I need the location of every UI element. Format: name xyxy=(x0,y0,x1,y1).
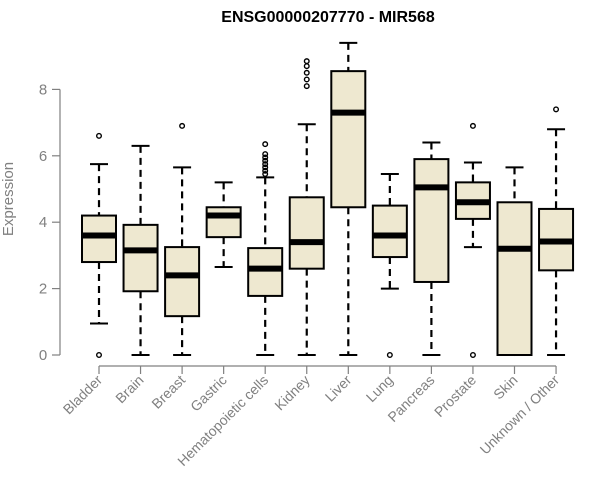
outlier-point xyxy=(553,106,560,113)
x-tick-label: Unknown / Other xyxy=(477,372,563,458)
outlier-point xyxy=(303,76,310,83)
outlier-point xyxy=(95,352,102,359)
outlier-point xyxy=(262,151,269,158)
x-tick-label: Liver xyxy=(322,372,355,405)
x-tick-label: Skin xyxy=(490,372,521,403)
x-tick-label: Kidney xyxy=(271,372,313,414)
outlier-point xyxy=(262,164,269,171)
x-tick-label: Breast xyxy=(148,372,188,412)
iqr-box xyxy=(205,206,242,239)
y-axis: 0 2 4 6 8 xyxy=(39,81,61,364)
y-tick-label: 0 xyxy=(39,347,47,364)
y-tick-label: 8 xyxy=(39,81,47,98)
outlier-point xyxy=(303,83,310,90)
box-lung xyxy=(371,173,408,359)
outlier-point xyxy=(469,122,476,129)
outlier-point xyxy=(303,69,310,76)
box-pancreas xyxy=(413,141,450,356)
x-tick-label: Brain xyxy=(112,372,146,406)
iqr-box xyxy=(288,196,325,270)
outlier-point xyxy=(469,352,476,359)
outlier-point xyxy=(95,132,102,139)
y-tick-label: 6 xyxy=(39,148,47,165)
boxes-group xyxy=(81,41,575,359)
outlier-point xyxy=(303,63,310,70)
box-bladder xyxy=(81,132,117,359)
iqr-box xyxy=(164,246,201,318)
chart-title: ENSG00000207770 - MIR568 xyxy=(221,9,435,26)
iqr-box xyxy=(413,158,450,283)
y-axis-label: Expression xyxy=(0,162,17,236)
outlier-point xyxy=(386,352,393,359)
box-brain xyxy=(122,144,159,356)
iqr-box xyxy=(122,223,159,293)
iqr-box xyxy=(330,70,367,209)
outlier-point xyxy=(303,58,310,65)
outlier-point xyxy=(262,154,269,161)
iqr-box xyxy=(496,201,533,356)
x-tick-label: Lung xyxy=(363,372,396,405)
box-hematopoietic-cells xyxy=(247,141,284,356)
x-tick-label: Prostate xyxy=(431,372,479,420)
outlier-point xyxy=(262,171,269,178)
iqr-box xyxy=(247,247,284,297)
box-prostate xyxy=(454,122,491,359)
y-tick-label: 2 xyxy=(39,281,47,298)
outlier-point xyxy=(262,167,269,174)
box-unknown-other xyxy=(538,106,575,356)
box-gastric xyxy=(205,181,242,269)
outlier-point xyxy=(262,157,269,164)
box-kidney xyxy=(288,58,325,356)
box-skin xyxy=(496,166,533,356)
outlier-point xyxy=(262,141,269,148)
outlier-point xyxy=(179,122,186,129)
iqr-box xyxy=(371,204,408,259)
y-tick-label: 4 xyxy=(39,214,47,231)
iqr-box xyxy=(81,214,117,264)
outlier-point xyxy=(262,161,269,168)
box-liver xyxy=(330,41,367,356)
x-tick-label: Bladder xyxy=(60,372,106,418)
box-breast xyxy=(164,122,201,356)
